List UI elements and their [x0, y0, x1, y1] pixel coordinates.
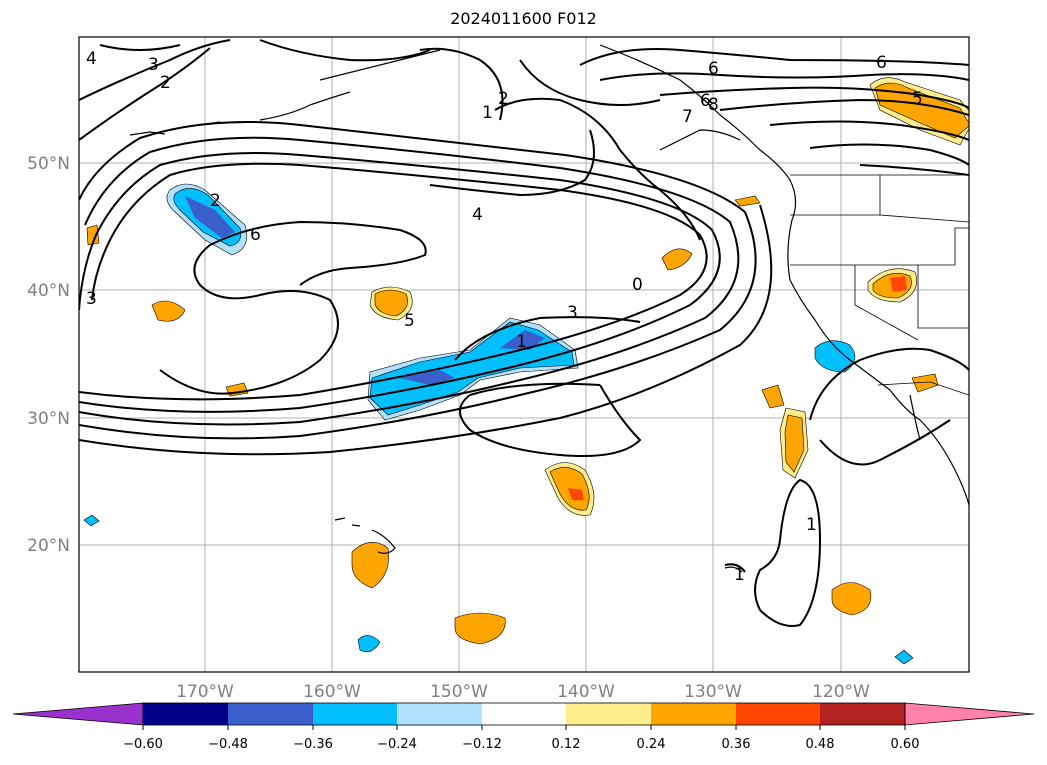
colorbar-tick-label: −0.24 — [377, 737, 417, 752]
negative-anomaly-gulf-deep — [185, 196, 235, 238]
colorbar: −0.60 −0.48 −0.36 −0.24 −0.12 0.12 0.24 … — [12, 702, 1035, 752]
contour-label: 1 — [806, 515, 817, 535]
positive-anomaly-2 — [151, 300, 186, 322]
positive-anomaly-5 — [661, 248, 693, 271]
contour-label: 3 — [567, 303, 578, 323]
contour-label: 4 — [86, 49, 97, 69]
positive-anomaly-11 — [831, 582, 872, 616]
colorbar-tick-label: −0.12 — [462, 737, 502, 752]
negative-anomaly-small1 — [357, 635, 381, 653]
lat-label-50n: 50°N — [27, 154, 70, 174]
contour-label: 1 — [734, 565, 745, 585]
colorbar-tick-label: 0.24 — [637, 737, 666, 752]
contour-label: 5 — [912, 89, 923, 109]
contour-label: 6 — [708, 59, 719, 79]
lon-label-170w: 170°W — [176, 682, 234, 702]
colorbar-tick-label: 0.48 — [806, 737, 835, 752]
colorbar-frame — [142, 702, 906, 726]
colorbar-tick-label: −0.60 — [123, 737, 163, 752]
colorbar-segment — [143, 703, 228, 725]
map-title: 2024011600 F012 — [450, 9, 597, 28]
negative-anomaly-small2 — [83, 514, 100, 527]
negative-anomaly-socal — [814, 340, 856, 373]
contour-label: 8 — [708, 95, 719, 115]
colorbar-tick-label: 0.60 — [891, 737, 920, 752]
positive-anomaly-7 — [761, 384, 785, 409]
positive-anomaly-9-hot — [568, 488, 584, 500]
contour-label: 1 — [516, 332, 527, 352]
lat-label-30n: 30°N — [27, 409, 70, 429]
contour-label: 1 — [482, 103, 493, 123]
lon-label-150w: 150°W — [430, 682, 488, 702]
contour-label-group: 4 3 2 2 1 6 6 8 7 2 6 4 3 5 0 3 1 1 1 5 … — [86, 49, 923, 585]
colorbar-tick-label: −0.48 — [208, 737, 248, 752]
colorbar-segment — [397, 703, 482, 725]
map-frame — [78, 36, 970, 673]
contour-label: 2 — [498, 89, 509, 109]
positive-anomaly-hawaii — [351, 542, 389, 589]
lon-label-140w: 140°W — [557, 682, 615, 702]
lon-label-120w: 120°W — [812, 682, 870, 702]
colorbar-segment — [313, 703, 397, 725]
lat-label-20n: 20°N — [27, 536, 70, 556]
contour-label: 5 — [404, 311, 415, 331]
colorbar-segment — [820, 703, 905, 725]
colorbar-tick-label: 0.12 — [552, 737, 581, 752]
colorbar-tick-label: −0.36 — [293, 737, 333, 752]
positive-anomaly-6 — [734, 195, 761, 207]
contour-label: 3 — [148, 55, 159, 75]
negative-anomaly-small3 — [894, 649, 914, 665]
contour-label: 6 — [700, 91, 711, 111]
colorbar-tick-label: 0.36 — [722, 737, 751, 752]
lon-label-130w: 130°W — [684, 682, 742, 702]
contour-label: 2 — [160, 73, 171, 93]
negative-anomaly-central-deep — [400, 330, 545, 385]
shaded-anomalies — [83, 77, 969, 665]
contour-label: 4 — [472, 205, 483, 225]
colorbar-segment — [736, 703, 820, 725]
latitude-labels: 50°N 40°N 30°N 20°N — [27, 154, 70, 556]
contour-lines — [79, 39, 969, 627]
coastline — [129, 44, 969, 573]
political-borders — [790, 174, 969, 396]
positive-anomaly-8-core — [784, 414, 805, 473]
contour-label: 6 — [250, 225, 261, 245]
colorbar-segment — [228, 703, 313, 725]
colorbar-segment — [651, 703, 736, 725]
colorbar-segment — [566, 703, 651, 725]
positive-anomaly-1-core — [374, 289, 408, 317]
contour-label: 2 — [210, 191, 221, 211]
positive-anomaly-nevada-hot — [890, 276, 907, 292]
lat-label-40n: 40°N — [27, 281, 70, 301]
lon-label-160w: 160°W — [303, 682, 361, 702]
colorbar-low-extend — [12, 702, 144, 726]
positive-anomaly-10 — [454, 612, 506, 645]
colorbar-high-extend — [904, 702, 1035, 726]
contour-label: 6 — [876, 53, 887, 73]
colorbar-segment — [482, 703, 566, 725]
contour-label: 3 — [86, 289, 97, 309]
contour-label: 7 — [682, 107, 693, 127]
longitude-labels: 170°W 160°W 150°W 140°W 130°W 120°W — [176, 682, 870, 702]
contour-label: 0 — [632, 275, 643, 295]
positive-anomaly-3 — [86, 224, 100, 246]
